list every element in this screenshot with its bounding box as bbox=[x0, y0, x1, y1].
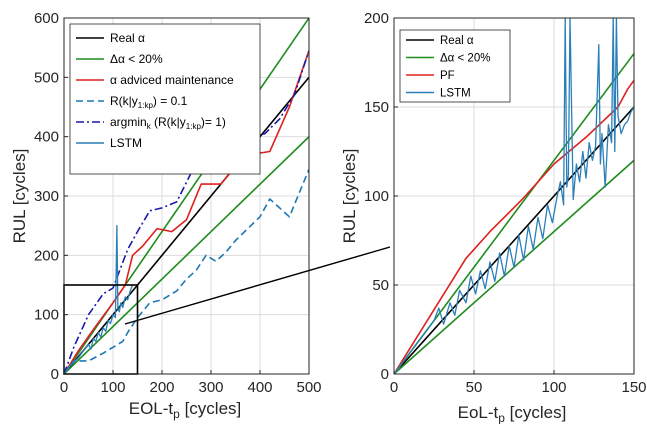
series-line-4 bbox=[394, 18, 634, 374]
left-x-axis-label: EOL-tp [cycles] bbox=[129, 399, 242, 421]
left-y-axis-label: RUL [cycles] bbox=[10, 149, 29, 244]
left-legend-box bbox=[69, 23, 261, 175]
y-tick-label: 50 bbox=[372, 277, 389, 294]
x-tick-label: 0 bbox=[60, 379, 68, 396]
y-tick-label: 0 bbox=[381, 366, 389, 383]
legend-entry-label: argmink (R(k|y1:kp)= 1) bbox=[110, 115, 226, 131]
series-line-0 bbox=[64, 76, 309, 374]
y-tick-label: 150 bbox=[364, 99, 389, 116]
x-tick-label: 100 bbox=[541, 379, 566, 396]
legend-entry-label: Real α bbox=[110, 31, 145, 45]
zoom-connector-line bbox=[124, 246, 391, 325]
y-tick-label: 600 bbox=[34, 10, 59, 27]
x-tick-label: 400 bbox=[247, 379, 272, 396]
x-tick-label: 0 bbox=[390, 379, 398, 396]
right-y-axis-label: RUL [cycles] bbox=[340, 149, 359, 244]
y-tick-label: 100 bbox=[34, 307, 59, 324]
series-line-5 bbox=[64, 50, 309, 374]
left-legend: Real α Δα < 20% α adviced maintenance R(k|y… bbox=[69, 23, 261, 175]
legend-entry-label: Δα < 20% bbox=[440, 53, 490, 65]
x-tick-label: 150 bbox=[621, 379, 646, 396]
legend-entry-label: R(k|y1:kp) = 0.1 bbox=[110, 94, 188, 110]
legend-entry-label: LSTM bbox=[110, 136, 142, 150]
left-axes-frame bbox=[63, 17, 310, 375]
right-chart: 0 50 100 150 0 50 100 150 200 RUL [cycles] EoL-t… bbox=[340, 10, 647, 424]
right-legend-box bbox=[399, 29, 511, 103]
right-legend: Real α Δα < 20% PF LSTM bbox=[399, 29, 511, 103]
legend-entry-label: α adviced maintenance bbox=[110, 73, 234, 87]
x-tick-label: 50 bbox=[466, 379, 483, 396]
x-tick-label: 200 bbox=[149, 379, 174, 396]
x-tick-label: 500 bbox=[296, 379, 321, 396]
legend-entry-label: Δα < 20% bbox=[110, 52, 163, 66]
right-series bbox=[394, 18, 634, 374]
series-line-4 bbox=[64, 168, 309, 374]
right-x-axis-label: EoL-tp [cycles] bbox=[458, 403, 567, 424]
series-line-6 bbox=[64, 225, 134, 374]
y-tick-label: 200 bbox=[364, 10, 389, 27]
y-tick-label: 100 bbox=[364, 188, 389, 205]
legend-entry-label: PF bbox=[440, 70, 455, 82]
y-tick-label: 200 bbox=[34, 247, 59, 264]
left-chart: 0 100 200 300 400 500 0 100 200 300 400 500 600 RUL … bbox=[10, 10, 322, 421]
series-line-3 bbox=[394, 79, 634, 374]
x-tick-label: 300 bbox=[198, 379, 223, 396]
right-axes-frame bbox=[393, 17, 635, 375]
left-tick-labels: 0 100 200 300 400 500 0 100 200 300 400 500 600 bbox=[34, 10, 322, 396]
right-tick-labels: 0 50 100 150 0 50 100 150 200 bbox=[364, 10, 647, 396]
y-tick-label: 500 bbox=[34, 69, 59, 86]
x-tick-label: 100 bbox=[100, 379, 125, 396]
legend-entry-label: LSTM bbox=[440, 88, 471, 100]
series-line-2 bbox=[64, 136, 309, 374]
y-tick-label: 400 bbox=[34, 129, 59, 146]
y-tick-label: 0 bbox=[51, 366, 59, 383]
y-tick-label: 300 bbox=[34, 188, 59, 205]
legend-entry-label: Real α bbox=[440, 35, 474, 47]
